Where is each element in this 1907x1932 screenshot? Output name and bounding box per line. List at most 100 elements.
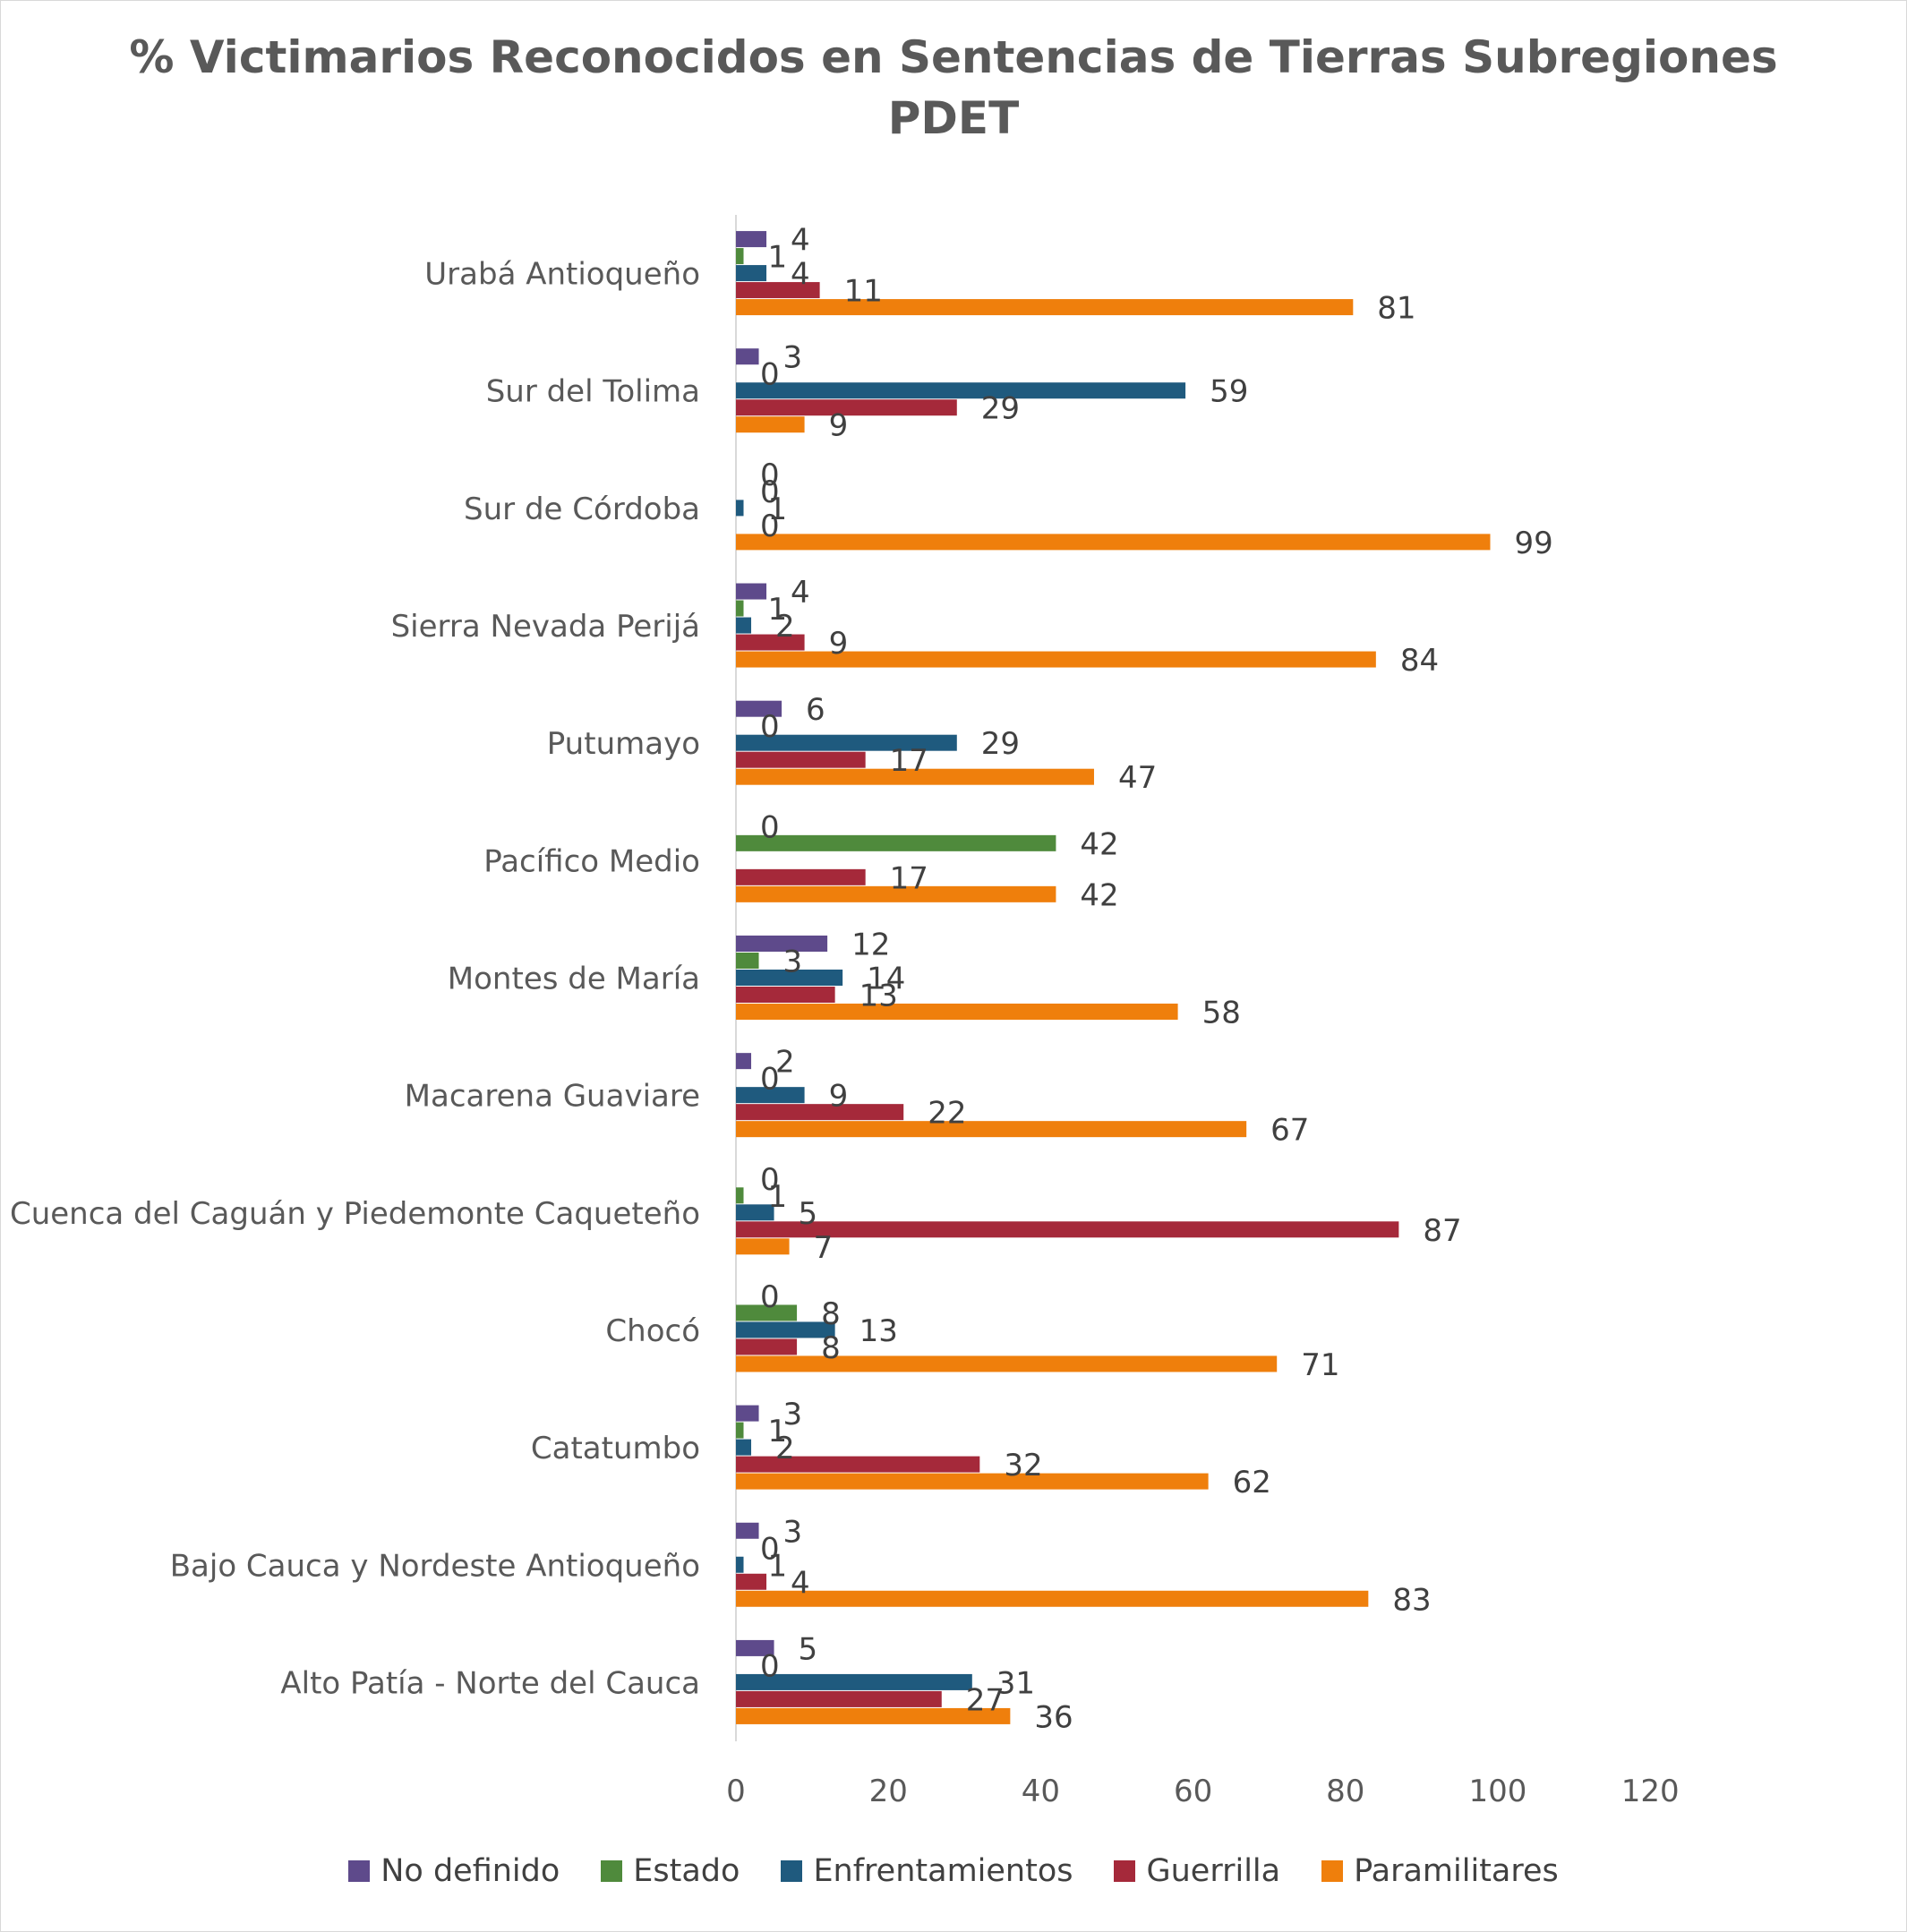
data-label: 29 — [981, 726, 1020, 762]
legend-swatch — [348, 1860, 371, 1882]
data-label: 27 — [966, 1682, 1005, 1718]
bar — [736, 248, 744, 265]
bar — [736, 1690, 942, 1707]
chart-title: % Victimarios Reconocidos en Sentencias … — [0, 27, 1907, 149]
bar — [736, 834, 1056, 851]
bar — [736, 1221, 1399, 1238]
data-label: 12 — [851, 928, 890, 963]
x-tick-label: 20 — [869, 1774, 908, 1809]
bar — [736, 734, 957, 751]
data-label: 1 — [768, 240, 788, 276]
data-label: 17 — [890, 860, 928, 896]
x-tick-label: 120 — [1621, 1774, 1680, 1809]
legend-label: No definido — [381, 1853, 560, 1889]
data-label: 8 — [821, 1330, 841, 1366]
data-label: 14 — [867, 962, 905, 997]
bar — [736, 1673, 972, 1690]
data-label: 3 — [783, 1514, 803, 1550]
data-label: 0 — [760, 1648, 780, 1684]
legend-item: Enfrentamientos — [781, 1853, 1073, 1889]
data-label: 0 — [760, 357, 780, 393]
category-label: Sur del Tolima — [486, 374, 700, 410]
category-label: Bajo Cauca y Nordeste Antioqueño — [170, 1548, 700, 1584]
data-label: 0 — [760, 1162, 780, 1198]
bar — [736, 1422, 744, 1439]
bar — [736, 987, 835, 1003]
bar — [736, 1087, 805, 1104]
bar — [736, 231, 767, 248]
bar — [736, 953, 759, 969]
data-label: 13 — [859, 1313, 898, 1349]
bar — [736, 1522, 759, 1539]
bar — [736, 382, 1186, 399]
bar — [736, 1187, 744, 1204]
data-label: 9 — [829, 626, 849, 662]
bar — [736, 1355, 1278, 1372]
data-label: 3 — [783, 340, 803, 376]
data-label: 1 — [768, 592, 788, 628]
data-label: 6 — [806, 692, 825, 728]
legend-label: Guerrilla — [1146, 1853, 1281, 1889]
chart-title-line-1: % Victimarios Reconocidos en Sentencias … — [129, 31, 1778, 83]
x-tick-label: 0 — [726, 1774, 746, 1809]
data-label: 0 — [760, 1279, 780, 1315]
legend-label: Estado — [633, 1853, 740, 1889]
bar — [736, 1573, 767, 1590]
data-label: 0 — [760, 457, 780, 493]
bar — [736, 700, 782, 717]
bar — [736, 1405, 759, 1422]
bar — [736, 970, 843, 986]
bar — [736, 1004, 1178, 1020]
bar — [736, 1707, 1011, 1724]
data-label: 71 — [1301, 1347, 1339, 1383]
bar — [736, 1304, 798, 1321]
bar — [736, 1321, 835, 1338]
bar — [736, 1473, 1209, 1490]
data-label: 2 — [775, 1045, 795, 1081]
legend-item: Paramilitares — [1321, 1853, 1559, 1889]
bar — [736, 1456, 980, 1473]
data-label: 0 — [760, 709, 780, 745]
data-label: 11 — [844, 274, 883, 310]
data-label: 17 — [890, 743, 928, 779]
data-label: 84 — [1400, 643, 1439, 679]
bar — [736, 583, 767, 600]
legend-swatch — [1114, 1860, 1136, 1882]
data-label: 5 — [799, 1196, 818, 1232]
category-label: Putumayo — [547, 726, 700, 762]
data-label: 59 — [1210, 374, 1248, 410]
bar — [736, 299, 1354, 316]
legend-label: Enfrentamientos — [813, 1853, 1073, 1889]
category-label: Alto Patía - Norte del Cauca — [280, 1665, 700, 1701]
data-label: 1 — [768, 492, 788, 527]
data-label: 62 — [1233, 1465, 1271, 1500]
category-label: Urabá Antioqueño — [424, 257, 700, 293]
bar — [736, 1204, 774, 1221]
bar — [736, 399, 957, 416]
bar — [736, 1104, 904, 1121]
data-label: 13 — [859, 979, 898, 1014]
data-label: 87 — [1423, 1213, 1461, 1249]
category-label: Catatumbo — [531, 1431, 700, 1466]
x-tick-label: 60 — [1174, 1774, 1212, 1809]
category-label: Sierra Nevada Perijá — [391, 609, 700, 645]
bar — [736, 868, 866, 885]
data-label: 1 — [768, 1548, 788, 1584]
data-label: 29 — [981, 391, 1020, 427]
data-label: 4 — [791, 223, 810, 259]
data-label: 5 — [799, 1631, 818, 1667]
data-label: 9 — [829, 1079, 849, 1115]
bar — [736, 634, 805, 651]
category-label: Macarena Guaviare — [405, 1079, 700, 1115]
data-label: 0 — [760, 509, 780, 544]
legend-swatch — [1321, 1860, 1344, 1882]
data-label: 0 — [760, 1062, 780, 1098]
data-label: 0 — [760, 1531, 780, 1567]
data-label: 8 — [821, 1296, 841, 1332]
bar — [736, 348, 759, 365]
data-label: 31 — [996, 1665, 1035, 1701]
bar — [736, 600, 744, 617]
chart-title-line-2: PDET — [887, 92, 1020, 144]
